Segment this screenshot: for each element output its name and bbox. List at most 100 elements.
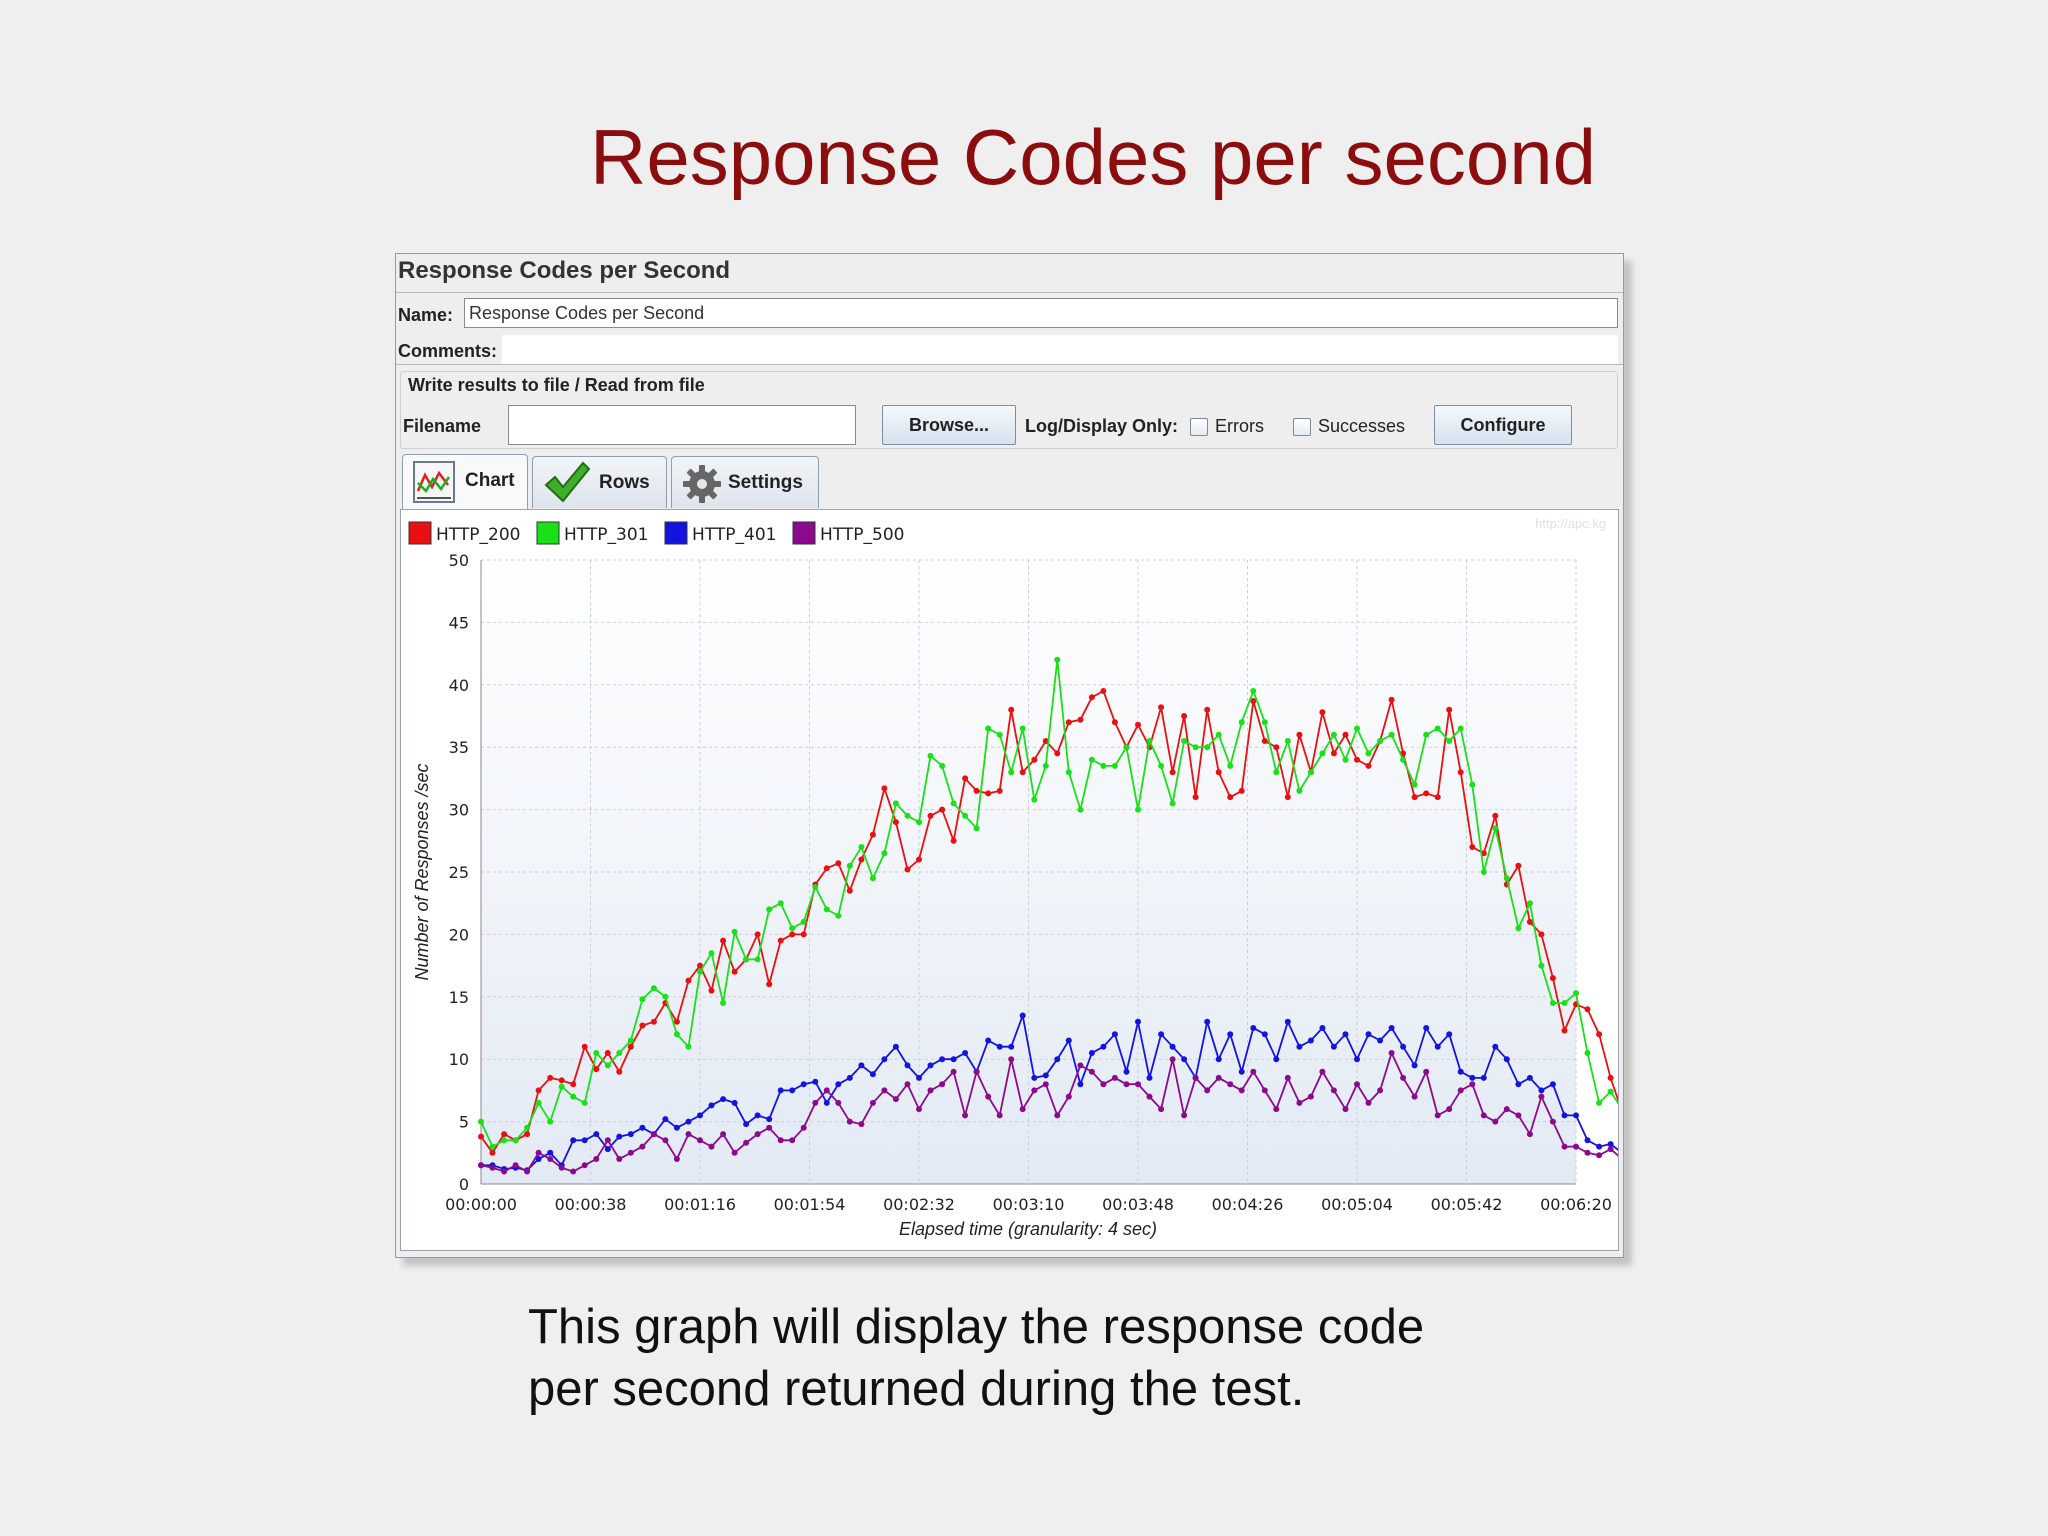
data-point <box>1077 1081 1084 1088</box>
data-point <box>1584 1050 1591 1056</box>
legend-label: HTTP_500 <box>820 525 904 545</box>
data-point <box>650 985 657 992</box>
data-point <box>627 1149 634 1156</box>
data-point <box>1411 1093 1418 1100</box>
data-point <box>1423 790 1430 797</box>
data-point <box>1123 1068 1130 1075</box>
data-point <box>1573 990 1579 997</box>
data-point <box>1319 709 1326 716</box>
data-point <box>673 1156 680 1162</box>
data-point <box>1388 1025 1395 1031</box>
data-point <box>1584 1149 1591 1156</box>
data-point <box>1492 812 1499 819</box>
data-point <box>1261 1031 1268 1038</box>
errors-label: Errors <box>1215 416 1264 436</box>
data-point <box>800 918 807 925</box>
data-point <box>985 1093 992 1100</box>
data-point <box>1158 762 1165 769</box>
x-tick-label: 00:01:54 <box>774 1195 846 1214</box>
data-point <box>1273 769 1280 776</box>
data-point <box>1088 694 1095 701</box>
data-point <box>1354 725 1360 732</box>
data-point <box>673 1018 680 1025</box>
data-point <box>858 844 865 850</box>
tab-settings[interactable]: Settings <box>671 456 819 508</box>
tab-settings-label: Settings <box>728 472 803 493</box>
data-point <box>1215 769 1222 776</box>
data-point <box>1503 1056 1510 1063</box>
data-point <box>673 1124 680 1131</box>
data-point <box>604 1050 611 1056</box>
legend-label: HTTP_301 <box>564 525 648 545</box>
data-point <box>916 856 922 863</box>
data-point <box>1377 1037 1384 1044</box>
tab-chart[interactable]: Chart <box>402 454 528 510</box>
data-point <box>1411 1062 1418 1069</box>
data-point <box>1515 862 1522 869</box>
data-point <box>962 812 969 819</box>
data-point <box>996 731 1003 738</box>
successes-checkbox[interactable] <box>1293 418 1311 436</box>
data-point <box>1284 794 1291 801</box>
data-point <box>1042 1081 1049 1088</box>
filename-input[interactable] <box>508 405 856 445</box>
tab-rows[interactable]: Rows <box>532 456 667 508</box>
data-point <box>616 1050 623 1056</box>
data-point <box>593 1066 600 1073</box>
gear-icon <box>682 464 722 510</box>
y-tick-label: 45 <box>449 613 469 632</box>
data-point <box>1215 731 1222 738</box>
file-group-box <box>400 371 1618 449</box>
data-point <box>731 928 738 935</box>
data-point <box>1457 769 1464 776</box>
y-tick-label: 35 <box>449 738 469 757</box>
data-point <box>1377 738 1384 744</box>
data-point <box>731 968 738 975</box>
data-point <box>1169 769 1176 776</box>
data-point <box>789 925 796 932</box>
data-point <box>1100 762 1107 769</box>
data-point <box>1054 750 1061 757</box>
data-point <box>1169 1043 1176 1050</box>
data-point <box>892 1096 899 1103</box>
slide-caption: This graph will display the response cod… <box>528 1296 1424 1420</box>
data-point <box>616 1156 623 1162</box>
name-field[interactable]: Response Codes per Second <box>464 298 1618 328</box>
configure-button[interactable]: Configure <box>1434 405 1572 445</box>
x-tick-label: 00:00:00 <box>445 1195 517 1214</box>
data-point <box>1330 1087 1337 1094</box>
data-point <box>1111 719 1118 726</box>
data-point <box>892 800 899 807</box>
data-point <box>1457 1068 1464 1075</box>
data-point <box>846 1118 853 1125</box>
browse-button[interactable]: Browse... <box>882 405 1016 445</box>
comments-field[interactable] <box>502 335 1618 365</box>
data-point <box>489 1143 496 1150</box>
data-point <box>604 1137 611 1144</box>
data-point <box>1008 706 1015 713</box>
data-point <box>501 1131 508 1138</box>
errors-checkbox[interactable] <box>1190 418 1208 436</box>
data-point <box>1480 1112 1487 1119</box>
data-point <box>1031 796 1038 803</box>
data-point <box>1515 925 1522 932</box>
data-point <box>1607 1146 1614 1153</box>
data-point <box>1111 1031 1118 1038</box>
data-point <box>570 1137 577 1144</box>
data-point <box>939 762 946 769</box>
chart-icon <box>413 461 455 509</box>
data-point <box>823 1087 830 1094</box>
data-point <box>535 1099 542 1106</box>
data-point <box>823 865 830 872</box>
data-point <box>1261 1087 1268 1094</box>
data-point <box>789 931 796 938</box>
data-point <box>1238 1068 1245 1075</box>
data-point <box>823 1099 830 1106</box>
data-point <box>1446 1031 1453 1038</box>
data-point <box>1469 1081 1476 1088</box>
data-point <box>1538 1087 1545 1094</box>
data-point <box>1457 725 1464 732</box>
x-tick-label: 00:02:32 <box>883 1195 955 1214</box>
data-point <box>604 1062 611 1069</box>
data-point <box>950 1056 957 1063</box>
